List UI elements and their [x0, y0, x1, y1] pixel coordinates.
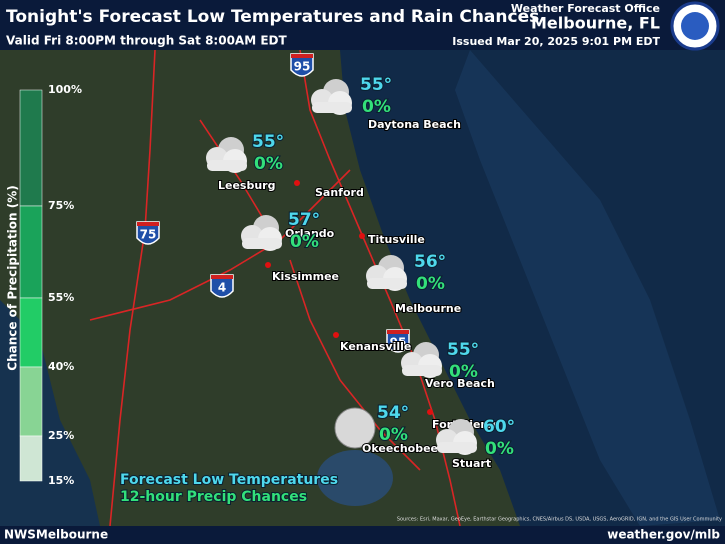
legend-swatch — [19, 366, 43, 437]
shield-top — [291, 54, 313, 58]
legend-tick: 25% — [48, 429, 74, 442]
shield — [210, 274, 234, 298]
legend-tick: 100% — [48, 83, 82, 96]
legend-swatch — [19, 205, 43, 299]
shield-number: 95 — [294, 60, 311, 74]
city-label: Melbourne — [395, 302, 461, 315]
low-temp: 57° — [288, 210, 320, 230]
footer-right: weather.gov/mlb — [607, 528, 720, 542]
low-temp: 55° — [252, 132, 284, 152]
cloud-part — [402, 365, 442, 376]
weather-icon — [366, 255, 407, 291]
weather-icon — [401, 342, 442, 378]
footer-bar — [0, 526, 725, 544]
location: Melbourne, FL — [531, 14, 660, 33]
rain-chance: 0% — [254, 154, 283, 174]
low-temp: 56° — [414, 252, 446, 272]
low-temp: 60° — [483, 417, 515, 437]
roads — [89, 49, 461, 527]
rain-chance: 0% — [449, 362, 478, 382]
legend-tick: 15% — [48, 474, 74, 487]
attribution: Sources: Esri, Maxar, GeoEye, Earthstar … — [397, 517, 722, 523]
town-label: Sanford — [315, 186, 364, 199]
issued: Issued Mar 20, 2025 9:01 PM EDT — [452, 35, 660, 48]
low-temp: 55° — [360, 75, 392, 95]
shield-top — [137, 222, 159, 226]
city-label: Okeechobee — [362, 442, 438, 455]
low-temp: 54° — [377, 403, 409, 423]
shield — [136, 221, 160, 245]
town-label: Kenansville — [340, 340, 411, 353]
legend-swatch — [19, 297, 43, 368]
town-label: Titusville — [368, 233, 425, 246]
title: Tonight's Forecast Low Temperatures and … — [6, 7, 539, 27]
rain-chance: 0% — [362, 97, 391, 117]
moon — [334, 407, 376, 449]
town-label: Kissimmee — [272, 270, 339, 283]
city-label: Daytona Beach — [368, 118, 461, 131]
city-label: Orlando — [285, 227, 335, 240]
shield-number: 75 — [140, 228, 157, 242]
cloud-part — [367, 278, 407, 289]
nws-logo-inner — [681, 12, 709, 40]
caption-temp: Forecast Low Temperatures — [120, 472, 338, 488]
low-temp: 55° — [447, 340, 479, 360]
city-label: Vero Beach — [425, 377, 495, 390]
legend-tick: 40% — [48, 360, 74, 373]
caption-precip: 12-hour Precip Chances — [120, 489, 307, 505]
weather-icon — [334, 407, 376, 449]
cloud-part — [437, 442, 477, 453]
weather-icon — [206, 137, 247, 173]
shield-top — [387, 330, 409, 334]
town-dot — [265, 262, 271, 268]
cloud-part — [242, 238, 282, 249]
rain-chance: 0% — [416, 274, 445, 294]
cloud-part — [207, 160, 247, 171]
city-label: Leesburg — [218, 179, 275, 192]
legend-tick: 55% — [48, 291, 74, 304]
cloud-part — [312, 102, 352, 113]
footer-left: NWSMelbourne — [4, 528, 108, 542]
town-dot — [294, 180, 300, 186]
shield-top — [211, 275, 233, 279]
weather-icon — [311, 79, 352, 115]
legend-title: Chance of Precipitation (%) — [6, 185, 20, 370]
shield-number: 95 — [390, 336, 407, 350]
subtitle: Valid Fri 8:00PM through Sat 8:00AM EDT — [6, 34, 287, 48]
town-dot — [359, 233, 365, 239]
rain-chance: 0% — [290, 232, 319, 252]
lake-okeechobee — [317, 450, 393, 506]
legend-swatch — [19, 435, 43, 482]
weather-icon — [436, 419, 477, 455]
weather-icon — [241, 215, 282, 251]
town-dot — [333, 332, 339, 338]
legend-swatch — [19, 89, 43, 207]
header-bar — [0, 0, 725, 50]
shelf — [455, 50, 720, 526]
town-dot — [427, 409, 433, 415]
rain-chance: 0% — [485, 439, 514, 459]
rain-chance: 0% — [379, 425, 408, 445]
shield — [386, 329, 410, 353]
shield — [290, 53, 314, 77]
office: Weather Forecast Office — [511, 2, 660, 15]
shield-number: 4 — [218, 281, 226, 295]
legend-tick: 75% — [48, 199, 74, 212]
city-label: Stuart — [452, 457, 491, 470]
